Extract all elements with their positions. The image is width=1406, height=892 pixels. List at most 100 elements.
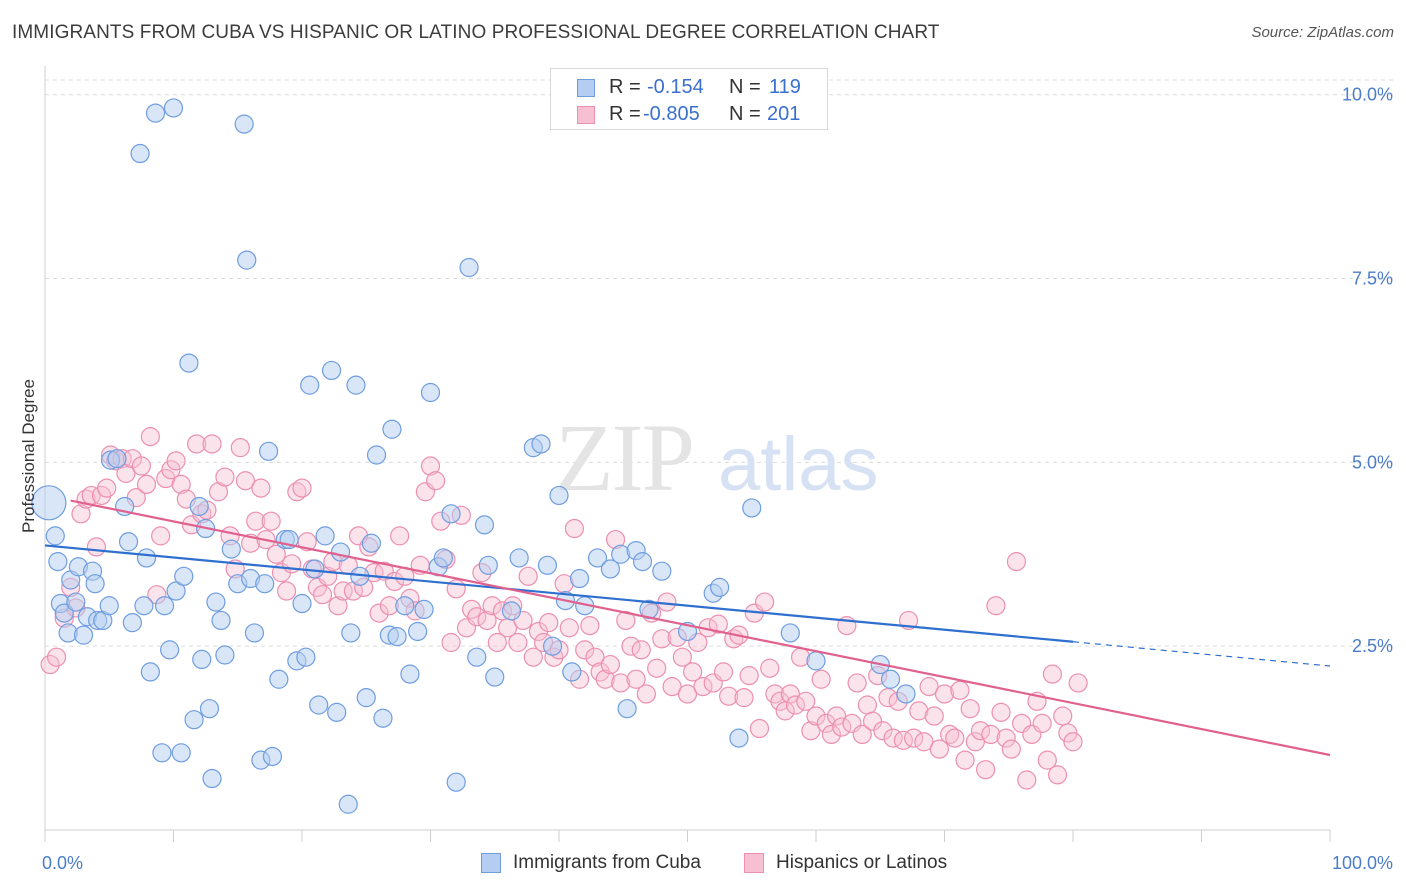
data-point-hispanics bbox=[713, 662, 734, 682]
data-point-hispanics bbox=[1047, 765, 1068, 785]
data-point-hispanics bbox=[976, 760, 996, 780]
tick-labels: 2.5% 5.0% 7.5% 10.0% 0.0% 100.0% bbox=[42, 85, 1393, 873]
data-point-hispanics bbox=[852, 724, 872, 745]
y-tick-label: 7.5% bbox=[1352, 269, 1393, 289]
data-point-hispanics bbox=[441, 632, 461, 653]
data-point-cuba bbox=[130, 143, 150, 164]
data-point-cuba bbox=[66, 592, 86, 612]
data-point-hispanics bbox=[873, 721, 893, 741]
legend: Immigrants from Cuba Hispanics or Latino… bbox=[0, 852, 1406, 878]
data-point-hispanics bbox=[611, 673, 631, 693]
trend-line-cuba bbox=[44, 544, 1074, 643]
data-point-hispanics bbox=[996, 728, 1016, 748]
data-point-hispanics bbox=[266, 544, 286, 564]
data-point-hispanics bbox=[1053, 706, 1073, 726]
data-point-hispanics bbox=[312, 585, 333, 605]
data-point-hispanics bbox=[40, 654, 60, 675]
data-point-hispanics bbox=[1001, 739, 1021, 759]
data-point-cuba bbox=[327, 702, 347, 722]
data-point-cuba bbox=[48, 552, 68, 572]
data-point-cuba bbox=[300, 375, 320, 395]
data-point-hispanics bbox=[1017, 770, 1037, 790]
data-point-hispanics bbox=[261, 511, 281, 531]
data-point-cuba bbox=[433, 548, 453, 568]
data-point-hispanics bbox=[708, 614, 728, 634]
data-point-cuba bbox=[136, 548, 157, 568]
watermark-zip: ZIP bbox=[555, 404, 693, 511]
data-point-hispanics bbox=[1006, 552, 1027, 572]
data-point-hispanics bbox=[420, 456, 441, 476]
data-point-hispanics bbox=[390, 526, 410, 546]
y-tick-label: 10.0% bbox=[1342, 85, 1393, 105]
trend-line-cuba-extension bbox=[1072, 641, 1331, 667]
data-point-hispanics bbox=[539, 613, 559, 633]
data-point-cuba bbox=[189, 496, 209, 517]
stats-r-value: -0.805 bbox=[643, 103, 700, 125]
data-point-hispanics bbox=[251, 478, 271, 498]
y-tick-label: 2.5% bbox=[1352, 636, 1393, 656]
data-point-hispanics bbox=[187, 434, 207, 454]
stats-box: R = -0.154 N = 119 R = -0.805 N = 201 bbox=[550, 68, 828, 130]
data-point-cuba bbox=[459, 257, 479, 278]
stats-n-label: N = bbox=[729, 76, 761, 98]
data-point-cuba bbox=[338, 794, 358, 814]
data-point-cuba bbox=[467, 647, 487, 667]
data-point-hispanics bbox=[467, 607, 487, 627]
x-tick-label: 0.0% bbox=[42, 853, 83, 873]
y-axis-label: Professional Degree bbox=[19, 379, 38, 533]
data-point-hispanics bbox=[770, 691, 790, 711]
data-point-hispanics bbox=[816, 713, 836, 733]
data-point-hispanics bbox=[328, 596, 348, 616]
data-point-cuba bbox=[211, 610, 231, 631]
data-point-cuba bbox=[587, 548, 608, 568]
data-point-cuba bbox=[366, 445, 387, 465]
data-point-hispanics bbox=[621, 636, 641, 656]
data-point-cuba bbox=[244, 623, 265, 643]
data-point-hispanics bbox=[600, 654, 621, 675]
data-point-hispanics bbox=[909, 701, 929, 721]
data-point-cuba bbox=[474, 515, 495, 535]
data-point-cuba bbox=[215, 645, 235, 665]
data-point-cuba bbox=[780, 623, 800, 643]
data-point-cuba bbox=[171, 743, 191, 763]
data-point-cuba bbox=[742, 498, 762, 518]
series-cuba-points bbox=[31, 98, 916, 814]
data-point-hispanics bbox=[683, 662, 703, 682]
chart-title: IMMIGRANTS FROM CUBA VS HISPANIC OR LATI… bbox=[12, 22, 940, 43]
x-tick-label: 100.0% bbox=[1332, 853, 1393, 873]
data-point-cuba bbox=[373, 708, 393, 728]
data-point-hispanics bbox=[955, 750, 975, 770]
data-point-hispanics bbox=[785, 695, 806, 715]
data-point-hispanics bbox=[847, 673, 867, 693]
data-point-hispanics bbox=[595, 669, 615, 689]
data-point-cuba bbox=[420, 382, 441, 403]
data-point-hispanics bbox=[585, 647, 605, 667]
data-point-cuba bbox=[569, 568, 590, 589]
data-point-hispanics bbox=[970, 721, 991, 741]
data-point-cuba bbox=[184, 710, 204, 730]
data-point-cuba bbox=[107, 449, 127, 469]
data-point-hispanics bbox=[374, 561, 394, 581]
data-point-hispanics bbox=[965, 732, 985, 752]
data-point-cuba bbox=[118, 532, 139, 552]
data-point-cuba bbox=[202, 768, 222, 789]
grid-lines bbox=[45, 79, 1395, 647]
data-point-cuba bbox=[408, 621, 428, 642]
data-point-hispanics bbox=[161, 460, 181, 480]
data-point-hispanics bbox=[580, 615, 600, 636]
data-point-cuba bbox=[446, 772, 466, 792]
data-point-cuba bbox=[296, 647, 316, 667]
data-point-cuba bbox=[99, 596, 119, 616]
data-point-cuba bbox=[85, 574, 105, 594]
data-point-cuba bbox=[269, 669, 289, 689]
data-point-hispanics bbox=[230, 438, 250, 458]
data-point-hispanics bbox=[796, 691, 816, 711]
data-point-hispanics bbox=[292, 478, 312, 498]
data-point-cuba bbox=[145, 103, 166, 123]
data-point-hispanics bbox=[754, 592, 775, 612]
data-point-cuba bbox=[160, 640, 180, 660]
data-point-cuba bbox=[896, 684, 916, 704]
data-point-cuba bbox=[729, 728, 749, 748]
data-point-hispanics bbox=[131, 456, 151, 476]
